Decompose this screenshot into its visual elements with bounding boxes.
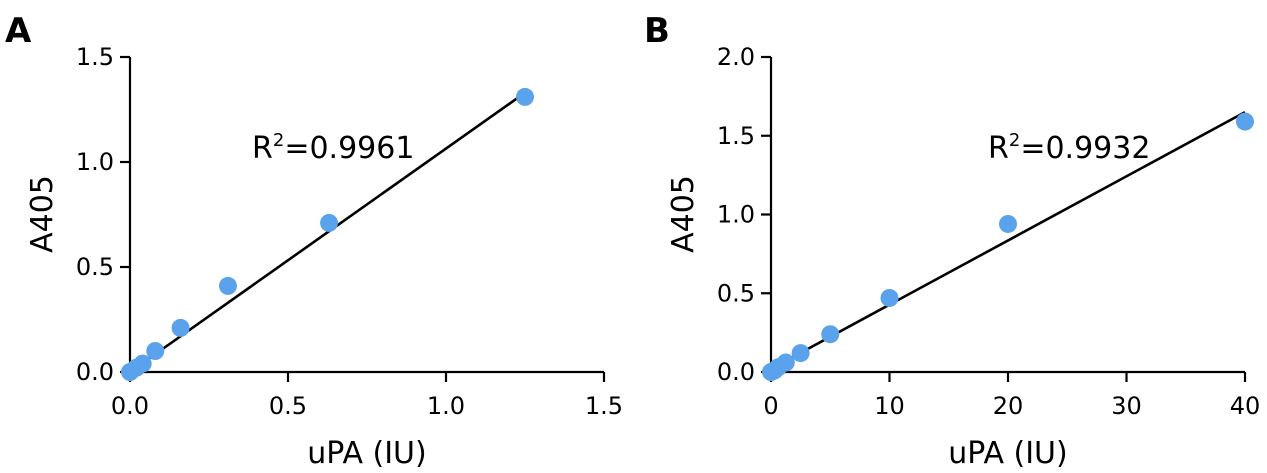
data-point: [821, 325, 840, 344]
x-tick-label: 10: [874, 392, 905, 420]
fit-line: [770, 110, 1246, 370]
y-tick-label: 1.5: [717, 122, 755, 150]
r2-superscript: 2: [273, 130, 284, 151]
y-tick-label: 0.5: [76, 253, 114, 281]
data-point: [1236, 112, 1254, 131]
y-axis-title: A405: [25, 175, 60, 253]
data-point: [880, 288, 899, 307]
y-axis-title: A405: [666, 175, 701, 253]
x-tick-label: 30: [1111, 392, 1142, 420]
x-tick-label: 1.5: [585, 392, 623, 420]
data-point: [516, 87, 534, 106]
x-tick-label: 0.5: [269, 392, 307, 420]
r-squared-annotation: R2=0.9932: [988, 130, 1150, 166]
x-tick-label: 0: [763, 392, 778, 420]
data-point: [999, 214, 1017, 233]
r2-value: =0.9932: [1020, 131, 1150, 166]
r-squared-annotation: R2=0.9961: [252, 130, 414, 166]
x-tick-label: 1.0: [427, 392, 465, 420]
x-tick-label: 20: [993, 392, 1024, 420]
x-axis-title: uPA (IU): [948, 436, 1067, 471]
data-point: [791, 344, 810, 363]
x-tick-label: 40: [1230, 392, 1261, 420]
y-tick-label: 0.5: [717, 279, 755, 307]
data-point: [218, 276, 237, 295]
r2-superscript: 2: [1009, 130, 1020, 151]
y-tick-label: 0.0: [76, 358, 114, 386]
panel-letter: A: [5, 11, 32, 51]
x-tick-label: 0.0: [111, 392, 149, 420]
data-point: [320, 213, 339, 232]
panel-b: B 0 10 20 30 40 0.0 0.5 1.0 1.5 2.0 uPA (IU) A405 R2=…: [644, 11, 1260, 471]
r2-main: R: [252, 131, 273, 166]
r2-value: =0.9961: [284, 131, 414, 166]
panel-letter: B: [644, 11, 670, 51]
data-point: [776, 353, 795, 372]
data-point: [146, 342, 165, 360]
y-tick-label: 2.0: [717, 43, 755, 71]
fit-line: [129, 91, 526, 374]
panel-a: A 0.0 0.5 1.0 1.5 0.0 0.5 1.0 1.5 uPA (IU) A405 R2=…: [5, 11, 623, 471]
y-tick-label: 1.0: [76, 148, 114, 176]
r2-main: R: [988, 131, 1009, 166]
data-point: [171, 318, 190, 337]
y-tick-label: 1.0: [717, 201, 755, 229]
y-tick-label: 0.0: [717, 358, 755, 386]
x-axis-title: uPA (IU): [307, 436, 426, 471]
y-tick-label: 1.5: [76, 43, 114, 71]
data-point: [133, 354, 152, 373]
